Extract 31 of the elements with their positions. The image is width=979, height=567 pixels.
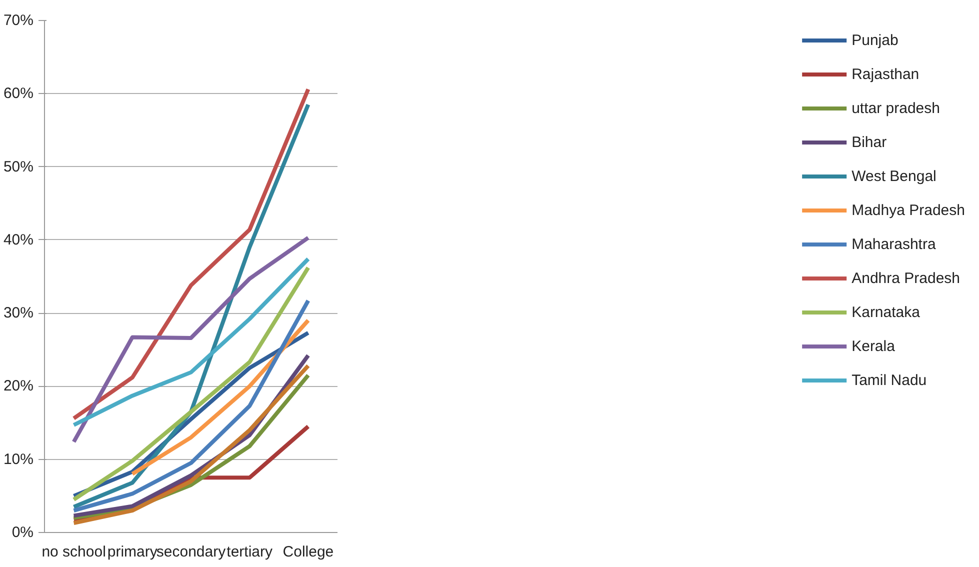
y-tick-label: 20% — [3, 378, 34, 395]
y-tick-label: 60% — [3, 85, 34, 102]
legend-label: Rajasthan — [852, 66, 920, 82]
line-series — [72, 266, 310, 502]
legend-label: West Bengal — [852, 168, 936, 184]
legend-label: uttar pradesh — [852, 100, 940, 116]
legend-label: Tamil Nadu — [852, 372, 927, 388]
y-tick-label: 40% — [3, 231, 34, 248]
legend-label: Bihar — [852, 134, 887, 150]
legend-label: Madhya Pradesh — [852, 202, 965, 218]
line-series — [72, 256, 310, 427]
y-tick-label: 0% — [12, 524, 34, 541]
legend-label: Andhra Pradesh — [852, 270, 960, 286]
y-tick-label: 70% — [3, 12, 34, 29]
x-tick-label: no school — [42, 544, 106, 560]
y-tick-label: 50% — [3, 158, 34, 176]
x-tick-label: secondary — [156, 544, 226, 560]
line-series — [72, 236, 310, 444]
legend-label: Kerala — [852, 338, 895, 354]
y-tick-label: 10% — [3, 450, 34, 468]
x-tick-label: College — [282, 544, 334, 560]
x-tick-label: tertiary — [226, 544, 274, 560]
x-tick-label: primary — [107, 544, 158, 560]
legend-label: Punjab — [852, 32, 898, 48]
line-series — [72, 87, 310, 420]
line-series — [72, 102, 310, 509]
y-tick-label: 30% — [3, 304, 34, 322]
line-series — [130, 318, 310, 476]
line-series — [72, 298, 310, 513]
legend-label: Maharashtra — [852, 236, 936, 252]
legend-label: Karnataka — [852, 304, 920, 320]
